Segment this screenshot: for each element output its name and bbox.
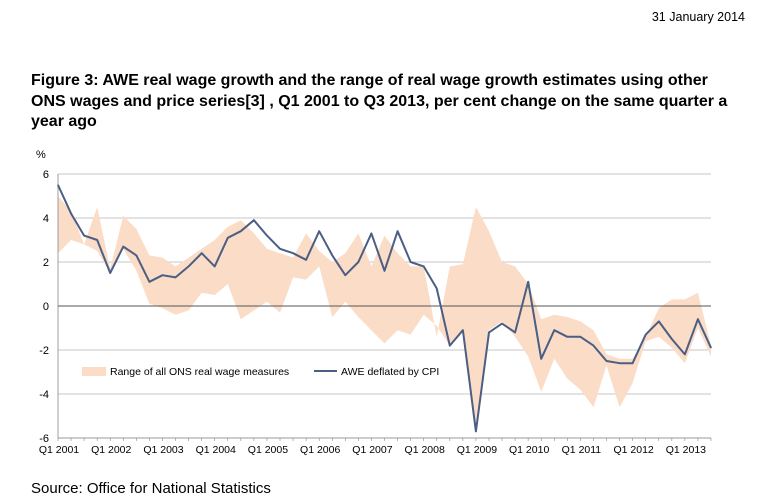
awe-point <box>161 274 164 276</box>
publication-date: 31 January 2014 <box>651 10 745 24</box>
awe-point <box>423 265 425 267</box>
legend-label-awe: AWE deflated by CPI <box>341 366 439 378</box>
y-tick-label--2: -2 <box>39 345 49 357</box>
awe-point <box>605 360 608 362</box>
x-tick-label: Q1 2003 <box>143 444 183 456</box>
awe-point <box>109 272 111 274</box>
x-tick-label: Q1 2013 <box>666 444 706 456</box>
awe-point <box>540 358 542 360</box>
x-tick-labels: Q1 2001 Q1 2002 Q1 2003 Q1 2004 Q1 2005 Q1 20… <box>39 444 706 456</box>
awe-point <box>370 232 372 234</box>
awe-point <box>57 184 59 186</box>
awe-point <box>214 265 216 267</box>
x-tick-label: Q1 2006 <box>300 444 340 456</box>
awe-point <box>201 252 203 254</box>
y-tick-label-6: 6 <box>43 169 49 181</box>
x-tick-label: Q1 2011 <box>562 444 602 456</box>
awe-point <box>462 329 464 331</box>
awe-point <box>305 259 307 261</box>
awe-point <box>227 237 229 239</box>
awe-point <box>174 276 177 278</box>
awe-point <box>566 336 568 338</box>
awe-point <box>436 287 438 289</box>
legend-label-range: Range of all ONS real wage measures <box>110 366 289 378</box>
awe-point <box>632 362 634 364</box>
x-tick-label: Q1 2009 <box>457 444 497 456</box>
awe-line <box>57 184 712 433</box>
awe-point <box>331 254 333 256</box>
awe-point <box>658 320 660 322</box>
awe-point <box>253 219 255 221</box>
awe-point <box>240 230 242 232</box>
awe-point <box>70 213 72 215</box>
awe-point <box>684 353 686 355</box>
x-tick-label: Q1 2008 <box>405 444 445 456</box>
y-tick-label-4: 4 <box>43 213 49 225</box>
awe-point <box>318 230 320 232</box>
awe-point <box>397 230 399 232</box>
awe-point <box>344 274 346 276</box>
x-tick-label: Q1 2007 <box>352 444 392 456</box>
awe-point <box>357 261 359 263</box>
y-tick-label-2: 2 <box>43 257 49 269</box>
figure-title: Figure 3: AWE real wage growth and the r… <box>31 72 728 130</box>
awe-point <box>188 265 190 267</box>
x-tick-label: Q1 2004 <box>196 444 236 456</box>
y-tick-label--6: -6 <box>39 433 49 445</box>
legend-swatch-range <box>82 367 106 376</box>
x-tick-label: Q1 2002 <box>91 444 131 456</box>
awe-point <box>96 239 98 241</box>
awe-point <box>553 329 555 331</box>
x-tick-label: Q1 2005 <box>248 444 288 456</box>
y-tick-labels: 6 4 2 0 -2 -4 -6 <box>39 169 49 445</box>
y-tick-label-0: 0 <box>43 301 49 313</box>
awe-point <box>292 252 294 254</box>
y-axis-unit-label: % <box>36 149 46 161</box>
awe-point <box>279 248 281 250</box>
awe-point <box>488 331 490 333</box>
awe-point <box>619 362 621 364</box>
awe-point <box>383 270 386 272</box>
awe-point <box>501 323 503 325</box>
axes <box>57 174 712 441</box>
x-tick-label: Q1 2012 <box>613 444 653 456</box>
awe-point <box>122 246 124 248</box>
awe-point <box>527 281 529 283</box>
awe-point <box>697 318 699 320</box>
awe-point <box>579 336 582 338</box>
awe-point <box>83 235 85 237</box>
y-tick-label--4: -4 <box>39 389 49 401</box>
awe-point <box>710 347 712 349</box>
source-note: Source: Office for National Statistics <box>31 480 271 497</box>
awe-point <box>514 331 516 333</box>
awe-point <box>148 281 150 283</box>
x-tick-label: Q1 2001 <box>39 444 79 456</box>
x-tick-label: Q1 2010 <box>509 444 549 456</box>
awe-point <box>135 254 137 256</box>
awe-point <box>449 345 451 347</box>
awe-point <box>410 261 412 263</box>
awe-point <box>671 338 673 340</box>
awe-point <box>592 345 595 347</box>
awe-point <box>266 235 268 237</box>
awe-point <box>475 430 477 432</box>
legend: Range of all ONS real wage measures AWE d… <box>82 366 439 378</box>
awe-point <box>645 334 647 336</box>
